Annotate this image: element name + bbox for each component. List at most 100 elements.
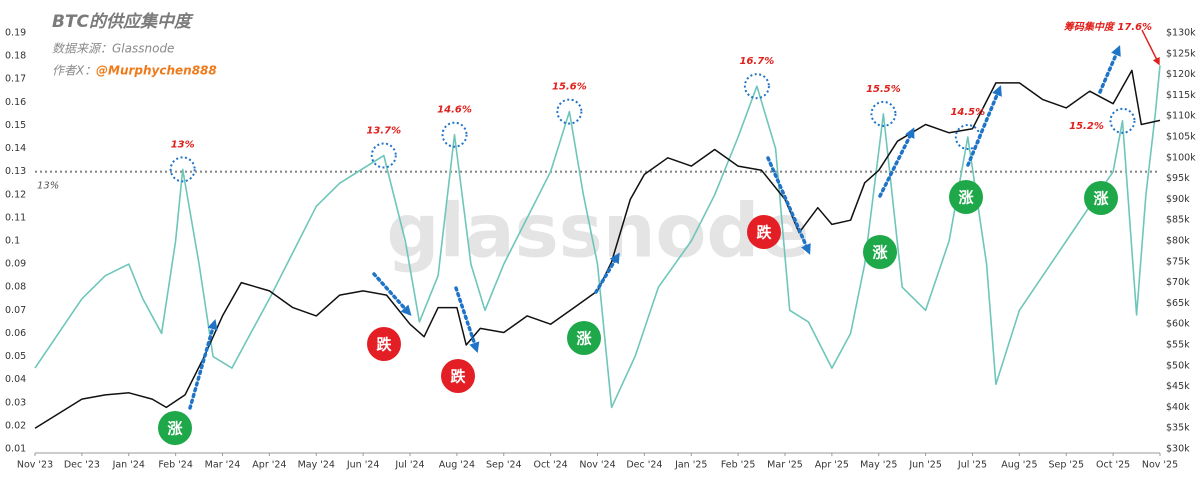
x-tick-label: Aug '25 — [1001, 460, 1037, 471]
badge: 跌 — [367, 327, 401, 361]
x-tick-label: Jun '25 — [908, 460, 942, 471]
badges: 涨 跌 跌 涨 跌 涨 涨 涨 — [158, 180, 1118, 445]
x-tick-label: Jul '24 — [394, 460, 424, 471]
x-tick-label: May '25 — [860, 460, 897, 471]
peak-label: 13% — [171, 139, 195, 150]
x-tick-label: Feb '25 — [721, 460, 756, 471]
y2-tick-label: $105k — [1166, 132, 1196, 143]
peak-label: 16.7% — [740, 56, 775, 67]
y-tick-label: 0.06 — [5, 328, 26, 339]
x-tick-label: Aug '24 — [439, 460, 475, 471]
y-tick-label: 0.1 — [5, 236, 20, 247]
x-tick-label: Nov '23 — [17, 460, 53, 471]
arrow — [594, 252, 620, 294]
y-tick-label: 0.13 — [5, 166, 26, 177]
y2-tick-label: $85k — [1166, 215, 1190, 226]
source: 数据来源：Glassnode — [52, 42, 174, 56]
y2-tick-label: $75k — [1166, 256, 1190, 267]
x-tick-label: Apr '25 — [815, 460, 849, 471]
author-prefix: 作者X： — [52, 64, 96, 78]
badge-text: 跌 — [376, 336, 392, 354]
badge-text: 涨 — [958, 189, 973, 207]
peak-label: 14.6% — [437, 105, 472, 116]
watermark: glassnode — [386, 189, 809, 275]
x-tick-label: Nov '24 — [579, 460, 615, 471]
annotation-label: 筹码集中度 17.6% — [1064, 21, 1152, 33]
y-tick-label: 0.18 — [5, 51, 26, 62]
y-tick-label: 0.11 — [5, 212, 26, 223]
peak-circle — [743, 73, 770, 100]
arrow — [878, 127, 915, 198]
y2-tick-label: $100k — [1166, 152, 1196, 163]
y2-tick-label: $40k — [1166, 402, 1190, 413]
y2-tick-label: $125k — [1166, 48, 1196, 59]
arrow — [766, 156, 811, 255]
badge: 涨 — [158, 411, 192, 445]
y-tick-label: 0.17 — [5, 74, 26, 85]
peak-circle — [870, 100, 897, 127]
x-tick-label: Dec '24 — [626, 460, 662, 471]
peak-circle — [556, 98, 583, 125]
y-tick-label: 0.12 — [5, 189, 26, 200]
y2-tick-label: $95k — [1166, 173, 1190, 184]
x-tick-label: Jan '24 — [112, 460, 145, 471]
arrow — [454, 286, 480, 353]
x-tick-label: Jul '25 — [957, 460, 987, 471]
y2-tick-label: $60k — [1166, 319, 1190, 330]
y2-tick-label: $45k — [1166, 381, 1190, 392]
x-tick-label: Feb '24 — [158, 460, 193, 471]
badge: 跌 — [441, 359, 475, 393]
x-tick-label: Apr '24 — [252, 460, 286, 471]
arrow — [188, 318, 218, 410]
x-tick-label: Oct '25 — [1096, 460, 1130, 471]
x-tick-label: Oct '24 — [534, 460, 568, 471]
author: @Murphychen888 — [96, 64, 217, 78]
y-tick-label: 0.16 — [5, 97, 26, 108]
y-tick-label: 0.03 — [5, 397, 26, 408]
x-tick-label: Sep '25 — [1048, 460, 1084, 471]
badge: 涨 — [863, 235, 897, 269]
arrows — [188, 29, 1160, 410]
badge: 跌 — [747, 215, 781, 249]
peak-circle — [441, 121, 468, 148]
badge: 涨 — [1084, 181, 1118, 215]
y-tick-label: 0.09 — [5, 259, 26, 270]
y2-tick-label: $120k — [1166, 69, 1196, 80]
x-tick-label: Jan '25 — [674, 460, 707, 471]
badge: 涨 — [567, 321, 601, 355]
x-tick-label: Nov '25 — [1142, 460, 1178, 471]
badge: 涨 — [949, 180, 983, 214]
y-tick-label: 0.04 — [5, 374, 26, 385]
y-tick-label: 0.08 — [5, 282, 26, 293]
badge-text: 跌 — [756, 224, 772, 242]
y-tick-label: 0.02 — [5, 420, 26, 431]
arrow — [1098, 45, 1121, 94]
x-tick-label: Dec '23 — [64, 460, 100, 471]
peak-circle — [169, 156, 196, 183]
x-tick-label: Sep '24 — [486, 460, 522, 471]
peak-circle — [1109, 107, 1136, 134]
y-tick-label: 0.01 — [5, 444, 26, 455]
x-tick-label: Jun '24 — [346, 460, 380, 471]
badge-text: 跌 — [450, 368, 466, 386]
x-tick-label: Mar '24 — [205, 460, 241, 471]
y2-tick-label: $115k — [1166, 90, 1196, 101]
y2-tick-label: $55k — [1166, 340, 1190, 351]
y2-tick-label: $50k — [1166, 360, 1190, 371]
badge-text: 涨 — [167, 420, 182, 438]
peak-label: 13.7% — [366, 125, 401, 136]
x-tick-label: Mar '25 — [767, 460, 803, 471]
arrow — [1141, 29, 1160, 66]
peak-label: 15.2% — [1069, 121, 1104, 132]
y-tick-label: 0.05 — [5, 351, 26, 362]
y2-tick-label: $65k — [1166, 298, 1190, 309]
peak-circle — [370, 142, 397, 169]
y2-tick-label: $90k — [1166, 194, 1190, 205]
y-tick-label: 0.07 — [5, 305, 26, 316]
y-tick-label: 0.14 — [5, 143, 26, 154]
y2-tick-label: $70k — [1166, 277, 1190, 288]
x-tick-label: May '24 — [298, 460, 335, 471]
badge-text: 涨 — [872, 244, 887, 262]
reference-label: 13% — [37, 181, 59, 192]
peak-label: 14.5% — [950, 107, 985, 118]
